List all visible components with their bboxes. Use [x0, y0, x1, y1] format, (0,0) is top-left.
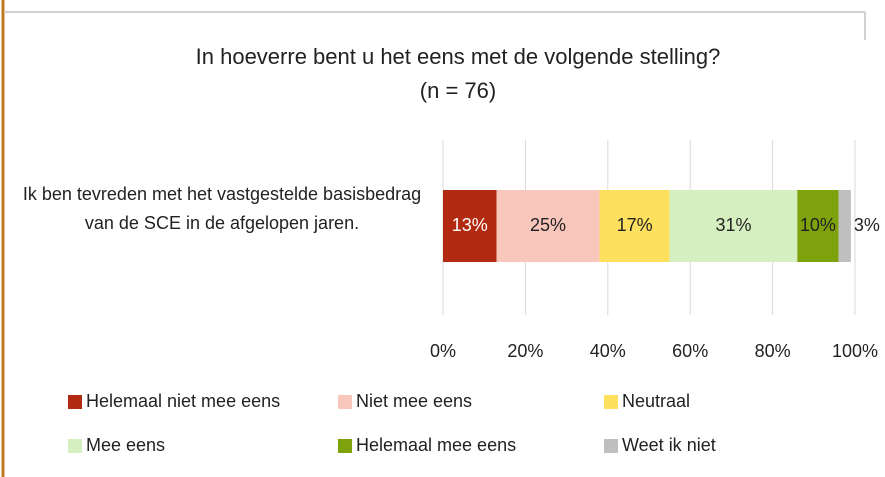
bar-segment — [496, 190, 600, 262]
data-label: 13% — [452, 215, 488, 235]
legend-label: Helemaal mee eens — [356, 435, 516, 455]
chart-title: In hoeverre bent u het eens met de volge… — [196, 44, 721, 69]
legend-swatch — [604, 395, 618, 409]
x-tick-label: 100% — [832, 341, 878, 361]
data-label: 31% — [715, 215, 751, 235]
legend-label: Helemaal niet mee eens — [86, 391, 280, 411]
x-tick-label: 80% — [755, 341, 791, 361]
bar-segment — [797, 190, 839, 262]
chart-subtitle: (n = 76) — [420, 78, 496, 103]
bar-segment — [443, 190, 497, 262]
legend-label: Weet ik niet — [622, 435, 716, 455]
legend-swatch — [68, 439, 82, 453]
data-label: 25% — [530, 215, 566, 235]
data-label: 3% — [854, 215, 880, 235]
bar-segment — [838, 190, 851, 262]
bar-segment — [669, 190, 798, 262]
bar-segment — [599, 190, 670, 262]
category-label: Ik ben tevreden met het vastgestelde bas… — [22, 184, 422, 233]
data-label: 10% — [800, 215, 836, 235]
x-tick-label: 20% — [507, 341, 543, 361]
x-tick-label: 60% — [672, 341, 708, 361]
legend-swatch — [68, 395, 82, 409]
legend-swatch — [338, 439, 352, 453]
x-tick-label: 0% — [430, 341, 456, 361]
data-label: 17% — [617, 215, 653, 235]
legend-label: Mee eens — [86, 435, 165, 455]
legend-label: Niet mee eens — [356, 391, 472, 411]
legend-label: Neutraal — [622, 391, 690, 411]
x-tick-label: 40% — [590, 341, 626, 361]
legend-swatch — [604, 439, 618, 453]
legend-swatch — [338, 395, 352, 409]
